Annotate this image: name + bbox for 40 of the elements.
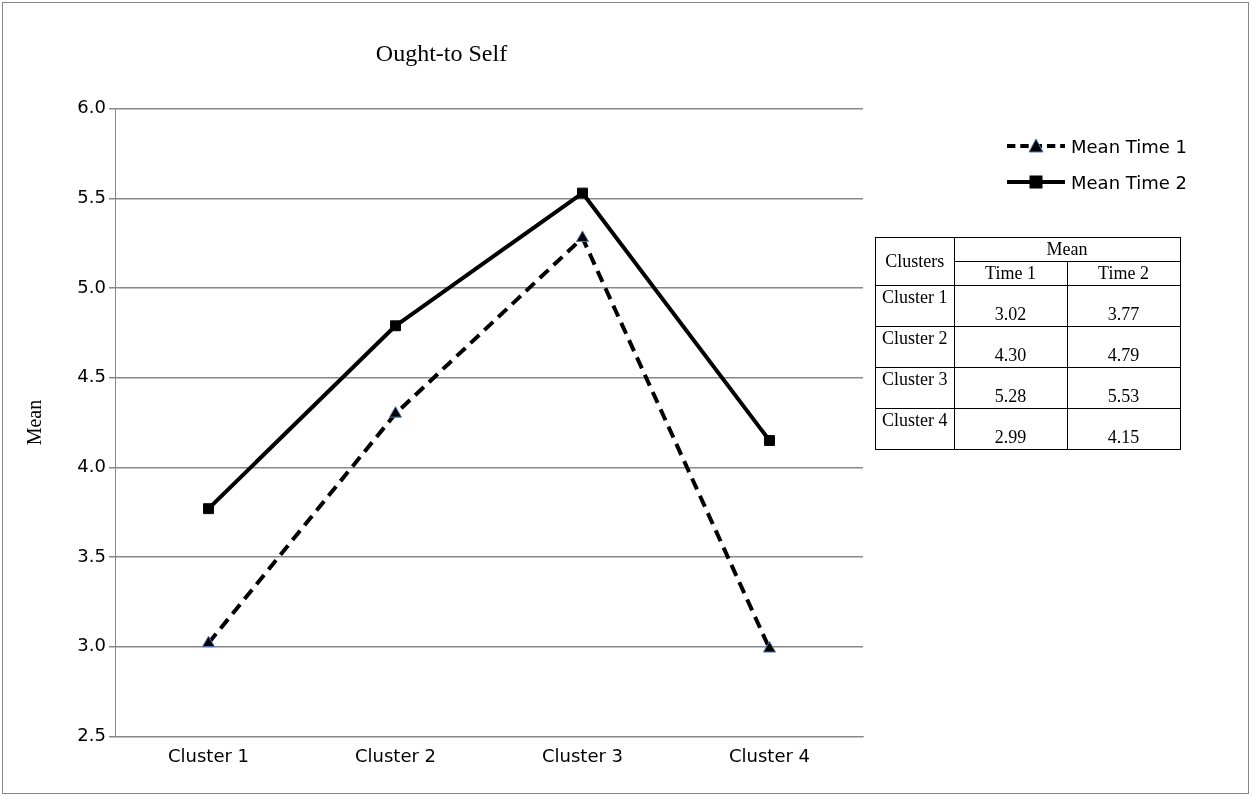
point bbox=[201, 635, 216, 648]
y-tick-label: 5.0 bbox=[77, 275, 106, 297]
point bbox=[390, 320, 401, 332]
text: 4.15 bbox=[1107, 427, 1140, 447]
y-tick-label: 5.5 bbox=[77, 186, 106, 208]
text: 3.02 bbox=[994, 304, 1027, 324]
y-tick-label: 3.5 bbox=[77, 544, 106, 566]
text: 3.77 bbox=[1107, 304, 1140, 324]
text: 4.30 bbox=[994, 345, 1027, 365]
x-tick-label: Cluster 4 bbox=[728, 744, 811, 766]
text: 4.79 bbox=[1107, 345, 1140, 365]
legend-label: Mean Time 2 bbox=[1071, 171, 1187, 193]
point bbox=[764, 435, 775, 446]
category-label: Time 1 bbox=[954, 261, 1067, 286]
y-tick-label: 4.5 bbox=[77, 365, 106, 387]
category-label: Cluster 3 bbox=[882, 369, 948, 389]
point bbox=[577, 187, 588, 199]
text: 5.53 bbox=[1107, 386, 1140, 406]
category-label: Cluster 4 bbox=[882, 410, 948, 430]
y-tick-label: 4.0 bbox=[77, 455, 106, 477]
point bbox=[575, 230, 590, 242]
text: Mean bbox=[954, 237, 1180, 262]
point bbox=[388, 406, 403, 418]
x-tick-label: Cluster 2 bbox=[354, 744, 437, 766]
text: 5.28 bbox=[994, 386, 1027, 406]
point bbox=[762, 641, 777, 653]
y-axis-title: Mean bbox=[23, 399, 46, 446]
category-label: Cluster 2 bbox=[882, 328, 948, 348]
y-tick-label: 6.0 bbox=[77, 96, 106, 118]
text: Clusters bbox=[875, 237, 954, 286]
y-tick-label: 3.0 bbox=[77, 634, 106, 656]
y-tick-label: 2.5 bbox=[77, 724, 106, 746]
category-label: Time 2 bbox=[1067, 261, 1180, 286]
point bbox=[203, 503, 214, 515]
chart-title: Ought-to Self bbox=[375, 39, 508, 66]
x-tick-label: Cluster 3 bbox=[541, 744, 624, 766]
legend-label: Mean Time 1 bbox=[1071, 135, 1187, 157]
category-label: Cluster 1 bbox=[882, 287, 948, 307]
x-tick-label: Cluster 1 bbox=[167, 744, 250, 766]
text: 2.99 bbox=[994, 427, 1027, 447]
